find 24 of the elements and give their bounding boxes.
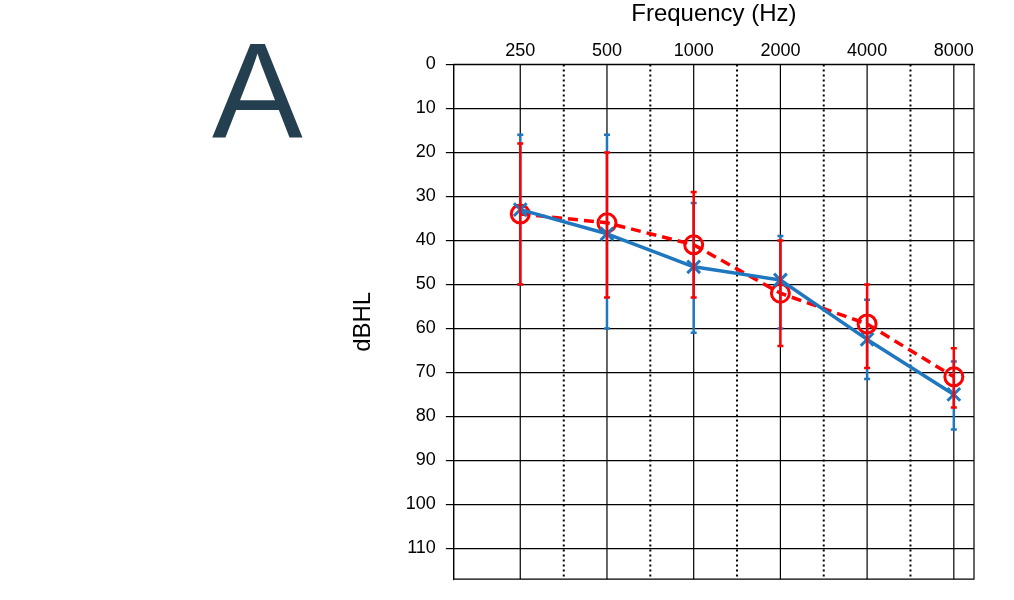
y-tick-label: 70 xyxy=(415,361,436,382)
y-tick-label: 100 xyxy=(405,493,436,514)
x-tick-label: 1000 xyxy=(673,39,714,60)
y-tick-label: 110 xyxy=(407,537,436,558)
y-tick-label: 20 xyxy=(415,141,436,162)
point xyxy=(856,313,878,335)
x-axis-title: Frequency (Hz) xyxy=(631,0,797,27)
x-tick-label: 250 xyxy=(505,39,536,60)
y-tick-label: 0 xyxy=(425,53,436,74)
y-tick-label: 80 xyxy=(415,405,436,426)
point xyxy=(943,366,965,388)
x-tick-label: 8000 xyxy=(933,39,974,60)
y-tick-label: 60 xyxy=(415,317,436,338)
y-tick-label: 10 xyxy=(415,97,436,118)
x-tick-label: 2000 xyxy=(760,39,801,60)
text: A xyxy=(212,14,303,166)
point xyxy=(683,234,705,256)
y-tick-label: 40 xyxy=(415,229,436,250)
x-tick-label: 4000 xyxy=(847,39,888,60)
x-tick-label: 500 xyxy=(591,39,622,60)
y-tick-label: 30 xyxy=(415,185,436,206)
y-tick-label: 50 xyxy=(415,273,436,294)
y-tick-label: 90 xyxy=(415,449,436,470)
y-axis-title: dBHL xyxy=(348,291,376,352)
